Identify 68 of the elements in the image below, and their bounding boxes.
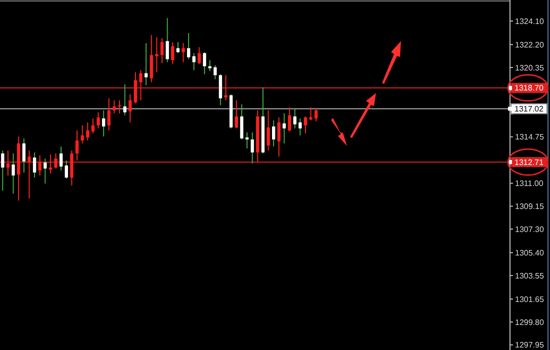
y-tick-label: 1303.55 [515,271,544,280]
candlestick [91,118,95,134]
candlestick [198,46,201,65]
candlestick [64,160,68,180]
candlestick [277,116,280,158]
candlestick [75,130,79,161]
candlestick [102,110,106,137]
candlestick [250,132,254,164]
candlestick [176,42,180,54]
y-tick-label: 1314.75 [515,132,544,142]
candlestick [32,152,36,178]
candlestick [155,36,158,73]
candlestick [123,84,126,116]
y-tick-label: 1301.65 [515,294,544,304]
y-tick-label: 1311.00 [515,179,544,188]
candlestick [6,150,10,176]
candlestick [224,74,228,101]
candlestick [288,106,292,132]
y-tick-label: 1309.15 [515,202,544,211]
candlestick [54,152,58,170]
ref-line-label: 1318.70 [514,84,544,93]
candlestick [48,154,52,174]
y-tick-label: 1320.35 [515,63,544,72]
candlestick [12,152,15,194]
candlestick [293,108,296,129]
candlestick [128,94,132,123]
candlestick [240,104,244,140]
candlestick [171,42,174,65]
y-tick-label: 1299.80 [515,318,544,327]
candlestick [298,118,302,136]
candlestick [96,112,100,129]
candlestick [272,120,276,148]
candlestick [80,124,84,144]
y-tick-label: 1305.40 [515,248,544,258]
candlestick [234,100,238,129]
candlestick [134,72,138,104]
candlestick [245,132,249,149]
candlestick [1,150,4,192]
candlestick [282,112,286,144]
candlestick [150,34,153,83]
candlestick [166,18,169,63]
candlestick [192,52,196,71]
candlestick [38,154,42,176]
candlestick [44,158,47,184]
candlestick [144,42,148,86]
candlestick [202,52,206,75]
candlestick [112,100,116,114]
candlestick [86,122,90,141]
y-tick-label: 1297.95 [515,340,544,350]
candlestick [22,138,26,174]
candlestick [309,106,312,121]
candlestick [182,42,185,63]
candlestick [266,110,270,151]
candlestick [304,116,308,134]
y-tick-label: 1324.10 [515,16,544,26]
ref-line-label: 1317.02 [514,104,544,114]
candlestick [314,108,318,122]
candlestick [187,32,190,60]
candlestick [139,70,142,101]
candlestick [107,98,110,131]
candlestick [60,146,63,172]
candlestick [160,38,164,64]
candlestick [28,150,31,200]
candlestick [218,74,222,106]
ref-line-label: 1312.71 [514,158,544,167]
y-tick-label: 1322.20 [515,40,544,50]
candlestick [214,64,217,80]
y-tick-label: 1307.30 [515,224,544,234]
